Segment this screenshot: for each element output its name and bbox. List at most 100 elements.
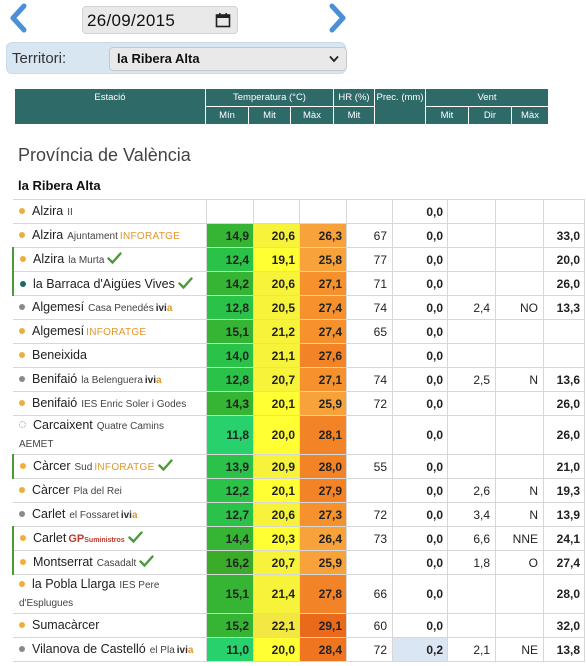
inforatge-logo: INFORATGE [94, 462, 155, 473]
station-row[interactable]: Carlet GPSuministros 14,4 20,3 26,4 73 0,0 6,6 N… [12, 526, 585, 551]
temp-max-cell: 25,9 [299, 391, 347, 416]
gp-suministros-logo: GPSuministros [68, 532, 125, 545]
station-subname: Quatre Camins [96, 421, 164, 432]
temp-min-cell: 12,8 [206, 367, 254, 392]
station-cell[interactable]: Benifaió la Belenguera ivia [13, 367, 207, 392]
wind-max-cell: 33,0 [543, 223, 585, 248]
station-row[interactable]: Alzira Ajuntament INFORATGE 14,9 20,6 26,3 67 0… [13, 223, 585, 248]
wind-mean-cell [447, 415, 496, 455]
gp-logo-subtext: Suministros [84, 536, 125, 544]
temp-max-cell: 28,1 [299, 415, 347, 455]
station-label: Carcaixent Quatre Camins AEMET [13, 417, 206, 453]
station-row[interactable]: Benifaió la Belenguera ivia 12,8 20,7 27,1 74 0… [13, 367, 585, 392]
wind-mean-cell [447, 247, 496, 272]
station-cell[interactable]: Benifaió IES Enric Soler i Godes [13, 391, 207, 416]
date-navigation-bar: 26/09/2015 [0, 0, 586, 40]
station-cell[interactable]: Càrcer Sud INFORATGE [12, 454, 207, 479]
previous-day-button[interactable] [8, 3, 30, 33]
station-subname: IES Enric Soler i Godes [81, 398, 187, 410]
wind-direction-cell [495, 574, 544, 614]
station-row[interactable]: la Barraca d'Aigües Vives 14,2 20,6 27,1 71 0… [12, 271, 585, 296]
temp-min-cell: 14,4 [206, 526, 254, 551]
station-cell[interactable]: Alzira la Murta [12, 247, 207, 272]
station-type-dot [19, 375, 25, 382]
wind-direction-cell: N [495, 367, 544, 392]
station-label: Montserrat Casadalt [14, 555, 206, 570]
station-cell[interactable]: Carcaixent Quatre Camins AEMET [13, 415, 207, 455]
station-cell[interactable]: Algemesí INFORATGE [13, 319, 207, 344]
next-day-button[interactable] [326, 3, 348, 33]
station-subname: Pla del Rei [73, 485, 122, 497]
humidity-cell: 72 [346, 502, 393, 527]
temp-min-cell: 14,2 [206, 271, 254, 296]
temp-mit-cell: 21,1 [253, 343, 300, 368]
station-name: Sumacàrcer [32, 618, 100, 632]
station-cell[interactable]: Càrcer Pla del Rei [13, 478, 207, 503]
station-label: Alzira la Murta [14, 252, 206, 267]
temp-mit-cell: 21,2 [253, 319, 300, 344]
temp-min-cell: 11,0 [206, 637, 254, 662]
station-cell[interactable]: Carlet GPSuministros [12, 526, 207, 551]
station-row[interactable]: Càrcer Sud INFORATGE 13,9 20,9 28,0 55 0,0 21,0 [12, 454, 585, 479]
temp-mit-cell: 19,1 [253, 247, 300, 272]
wind-direction-cell: NO [495, 295, 544, 320]
wind-direction-cell: N [495, 502, 544, 527]
header-vent: Vent [425, 88, 549, 107]
station-cell[interactable]: Algemesí Casa Penedés ivia [13, 295, 207, 320]
station-name: Beneixida [32, 348, 87, 362]
temp-max-cell: 27,6 [299, 343, 347, 368]
station-row[interactable]: Beneixida 14,0 21,1 27,6 0,0 [13, 343, 585, 368]
station-row[interactable]: Carcaixent Quatre Camins AEMET 11,8 20,0 28,1… [13, 415, 585, 455]
station-subname: Casa Penedés [88, 302, 154, 314]
wind-mean-cell [447, 271, 496, 296]
station-row[interactable]: Alzira II 0,0 [13, 199, 585, 224]
station-row[interactable]: Montserrat Casadalt 16,2 20,7 25,9 0,0 1,8 O 27,… [12, 550, 585, 575]
station-cell[interactable]: la Barraca d'Aigües Vives [12, 271, 207, 296]
header-hr-mit: Mit [333, 106, 375, 125]
wind-mean-cell [447, 223, 496, 248]
station-type-dot [19, 510, 25, 517]
humidity-cell: 73 [346, 526, 393, 551]
station-row[interactable]: Càrcer Pla del Rei 12,2 20,1 27,9 0,0 2,6 N 19,3 [13, 478, 585, 503]
header-vent-dir: Dir [468, 106, 512, 125]
station-row[interactable]: Carlet el Fossaret ivia 12,7 20,6 27,3 72 0,0 3,… [13, 502, 585, 527]
ivia-logo-part: a [156, 374, 162, 386]
station-cell[interactable]: Sumacàrcer [13, 613, 207, 638]
gp-logo-letters: GP [68, 532, 85, 545]
temp-max-cell: 27,8 [299, 574, 347, 614]
station-row[interactable]: Benifaió IES Enric Soler i Godes 14,3 20,1 2… [13, 391, 585, 416]
wind-max-cell: 13,6 [543, 367, 585, 392]
station-label: la Barraca d'Aigües Vives [14, 276, 206, 291]
station-name: Vilanova de Castelló [32, 641, 146, 656]
wind-mean-cell [447, 199, 496, 224]
station-subname: Sud [74, 462, 93, 473]
station-cell[interactable]: la Pobla Llarga IES Pere d'Esplugues [13, 574, 207, 614]
humidity-cell [346, 550, 393, 575]
ivia-logo-part: ivi [155, 302, 167, 314]
station-row[interactable]: Vilanova de Castelló el Pla ivia 11,0 20,0 28… [13, 637, 585, 662]
temp-min-cell: 11,8 [206, 415, 254, 455]
precipitation-cell: 0,0 [392, 295, 448, 320]
station-name: Càrcer [32, 482, 70, 497]
station-type-dot [20, 256, 26, 262]
header-vent-mit: Mit [425, 106, 469, 125]
territori-select[interactable]: la Ribera Alta [109, 47, 347, 71]
station-cell[interactable]: Carlet el Fossaret ivia [13, 502, 207, 527]
station-cell[interactable]: Vilanova de Castelló el Pla ivia [13, 637, 207, 662]
station-cell[interactable]: Alzira Ajuntament INFORATGE [13, 223, 207, 248]
station-name: Carlet [33, 530, 67, 545]
station-row[interactable]: Algemesí INFORATGE 15,1 21,2 27,4 65 0,0 [13, 319, 585, 344]
ivia-logo: ivia [145, 375, 162, 386]
temp-max-cell: 27,9 [299, 478, 347, 503]
station-row[interactable]: Sumacàrcer 15,2 22,1 29,1 60 0,0 32,0 [13, 613, 585, 638]
station-row[interactable]: Algemesí Casa Penedés ivia 12,8 20,5 27,4 74 0,… [13, 295, 585, 320]
wind-mean-cell: 2,4 [447, 295, 496, 320]
station-cell[interactable]: Beneixida [13, 343, 207, 368]
calendar-icon[interactable] [215, 12, 231, 28]
station-row[interactable]: Alzira la Murta 12,4 19,1 25,8 77 0,0 20,0 [12, 247, 585, 272]
station-row[interactable]: la Pobla Llarga IES Pere d'Esplugues 15,1 21… [13, 574, 585, 614]
station-cell[interactable]: Montserrat Casadalt [12, 550, 207, 575]
date-input[interactable]: 26/09/2015 [82, 6, 238, 34]
station-cell[interactable]: Alzira II [13, 199, 207, 224]
ivia-logo-part: ivi [176, 644, 188, 656]
